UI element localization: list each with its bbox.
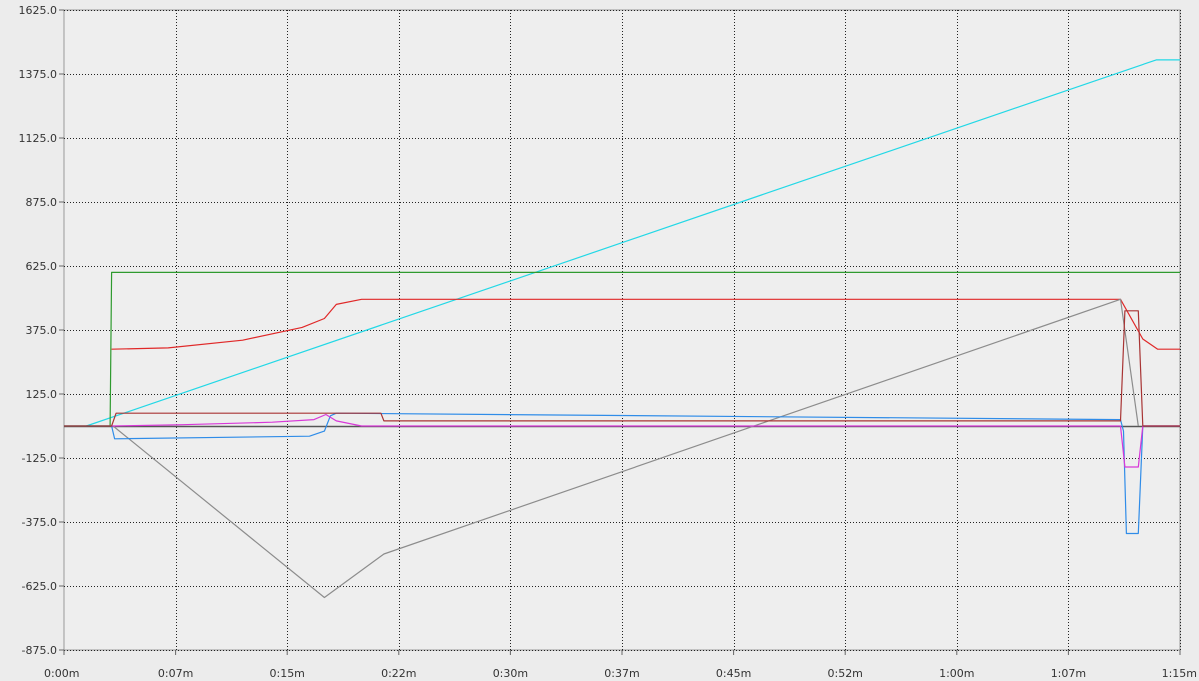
x-tick-label: 0:45m	[716, 667, 751, 680]
series-line-7	[64, 310, 1180, 427]
x-tick-label: 0:15m	[269, 667, 304, 680]
y-tick-label: 375.0	[26, 324, 58, 337]
x-tick-label: 0:00m	[44, 667, 79, 680]
series-layer	[64, 59, 1180, 599]
y-tick-label: 625.0	[26, 260, 58, 273]
series-line-3	[111, 298, 1180, 350]
x-tick-label: 1:07m	[1051, 667, 1086, 680]
y-tick-label: -125.0	[22, 452, 57, 465]
series-line-6	[111, 413, 1180, 468]
series-line-4	[112, 298, 1139, 599]
x-tick-label: 1:15m	[1162, 667, 1197, 680]
x-tick-label: 1:00m	[939, 667, 974, 680]
y-tick-label: 1375.0	[19, 68, 58, 81]
y-axis-tick-labels: 1625.0 1375.0 1125.0 875.0 625.0 375.0 125.0 -1…	[19, 4, 64, 657]
x-tick-label: 0:30m	[493, 667, 528, 680]
y-tick-label: 1625.0	[19, 4, 58, 17]
series-line-1	[86, 59, 1180, 427]
y-tick-label: 1125.0	[19, 132, 58, 145]
x-tick-label: 0:52m	[827, 667, 862, 680]
x-tick-label: 0:22m	[381, 667, 416, 680]
y-tick-label: 875.0	[26, 196, 58, 209]
y-tick-label: -625.0	[22, 580, 57, 593]
x-tick-label: 0:07m	[158, 667, 193, 680]
y-tick-label: -375.0	[22, 516, 57, 529]
y-tick-label: 125.0	[26, 388, 58, 401]
x-tick-label: 0:37m	[604, 667, 639, 680]
x-axis-tick-labels: 0:00m 0:07m 0:15m 0:22m 0:30m 0:37m 0:45m 0:52m…	[44, 650, 1197, 680]
y-tick-label: -875.0	[22, 644, 57, 657]
grid-lines	[64, 10, 1181, 651]
